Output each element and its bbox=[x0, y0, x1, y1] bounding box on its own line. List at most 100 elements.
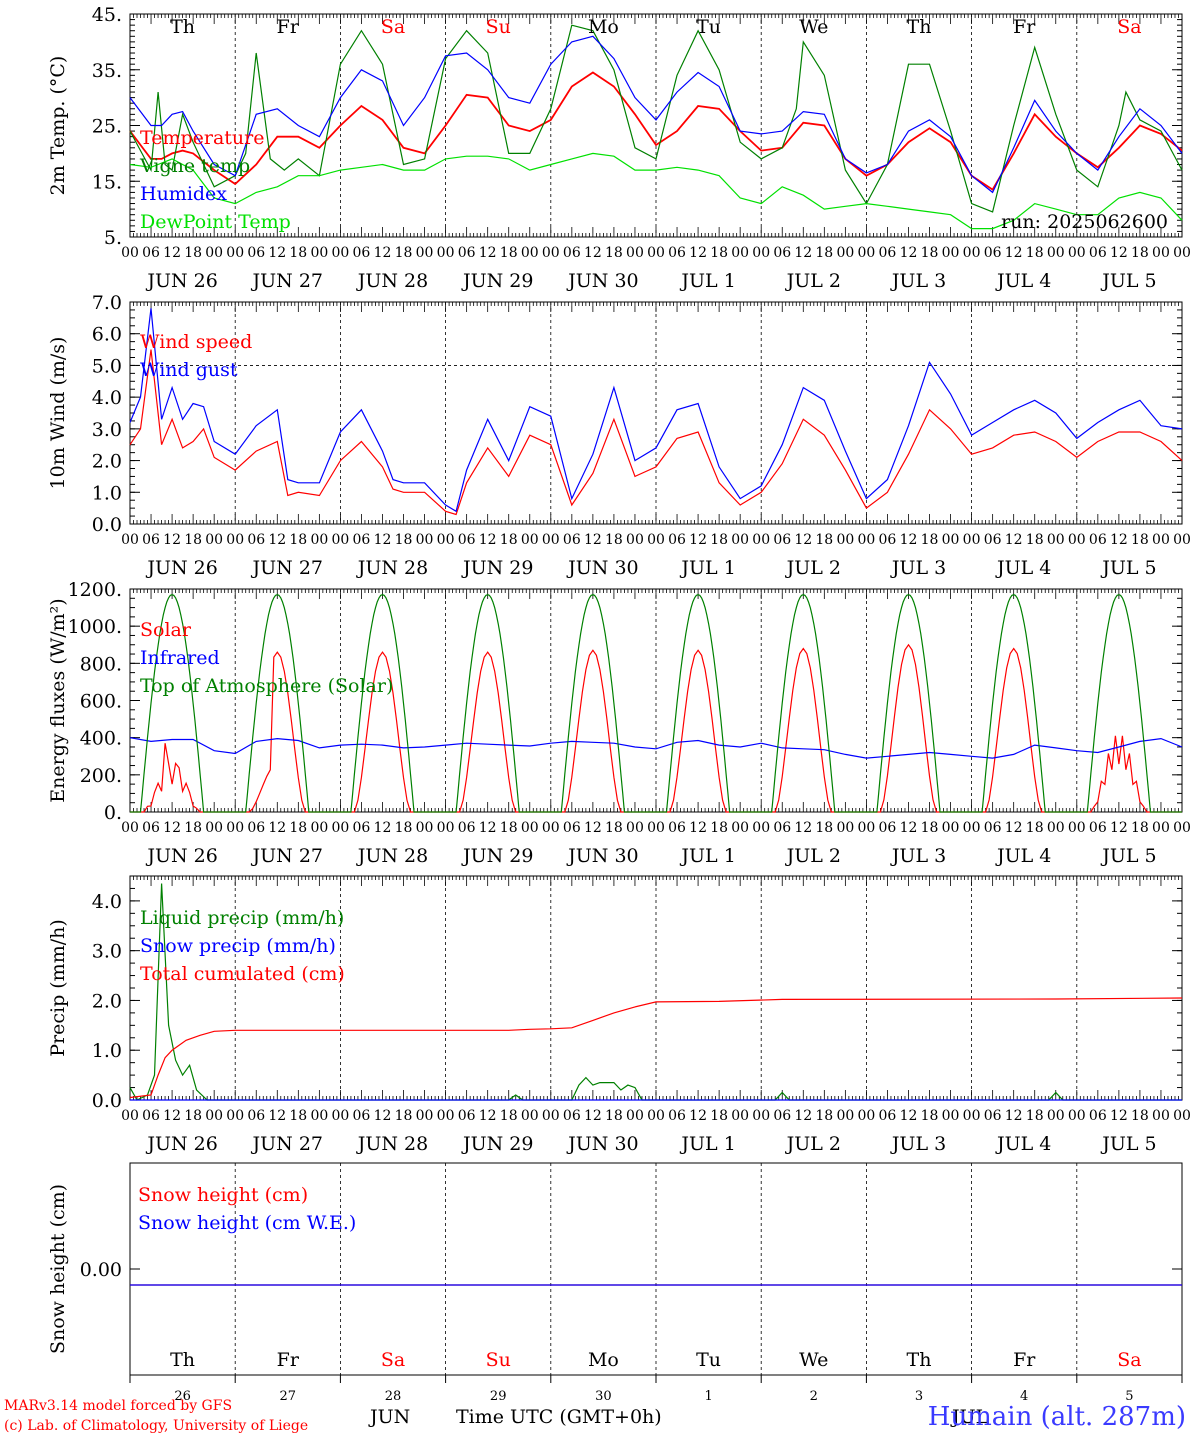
day-of-week-label: Su bbox=[486, 16, 511, 38]
day-of-week-label: Tu bbox=[696, 16, 721, 38]
hour-tick-label: 18 bbox=[605, 820, 623, 836]
hour-tick-label: 12 bbox=[1005, 820, 1023, 836]
day-of-week-label: Mo bbox=[588, 16, 619, 38]
hour-tick-label: 18 bbox=[289, 245, 307, 261]
hour-tick-label: 00 bbox=[647, 532, 665, 548]
hour-tick-label: 00 bbox=[731, 245, 749, 261]
hour-tick-label: 18 bbox=[1131, 820, 1149, 836]
date-label: JUL 4 bbox=[995, 557, 1051, 579]
hour-tick-label: 00 bbox=[331, 245, 349, 261]
hour-tick-label: 06 bbox=[458, 532, 476, 548]
hour-tick-label: 06 bbox=[1089, 245, 1107, 261]
hour-tick-label: 18 bbox=[184, 532, 202, 548]
legend-entry: Temperature bbox=[140, 127, 264, 149]
hour-tick-label: 12 bbox=[479, 820, 497, 836]
hour-tick-label: 06 bbox=[879, 532, 897, 548]
hour-tick-label: 00 bbox=[1047, 532, 1065, 548]
hour-tick-label: 12 bbox=[268, 532, 286, 548]
hour-tick-label: 18 bbox=[605, 245, 623, 261]
hour-tick-label: 12 bbox=[1110, 1108, 1128, 1124]
hour-tick-label: 12 bbox=[268, 1108, 286, 1124]
hour-tick-label: 18 bbox=[289, 1108, 307, 1124]
hour-tick-label: 12 bbox=[1005, 245, 1023, 261]
hour-tick-label: 06 bbox=[563, 820, 581, 836]
hour-tick-label: 18 bbox=[395, 820, 413, 836]
date-label: JUL 1 bbox=[679, 1133, 735, 1155]
hour-tick-label: 00 bbox=[963, 820, 981, 836]
series-line-infrared bbox=[129, 737, 1183, 759]
date-label: JUL 4 bbox=[995, 270, 1051, 292]
hour-tick-label: 00 bbox=[857, 245, 875, 261]
hour-tick-label: 18 bbox=[289, 532, 307, 548]
hour-tick-label: 06 bbox=[353, 1108, 371, 1124]
legend-entry: Snow precip (mm/h) bbox=[140, 935, 336, 957]
hour-tick-label: 00 bbox=[752, 1108, 770, 1124]
date-label: JUN 27 bbox=[251, 557, 323, 579]
y-tick-label: 5.0 bbox=[92, 355, 122, 377]
day-of-week-label: We bbox=[799, 16, 828, 38]
day-number-label: 26 bbox=[174, 1389, 191, 1404]
hour-tick-label: 12 bbox=[584, 820, 602, 836]
hour-tick-label: 00 bbox=[437, 820, 455, 836]
hour-tick-label: 00 bbox=[310, 532, 328, 548]
hour-tick-label: 06 bbox=[984, 245, 1002, 261]
date-label: JUL 3 bbox=[890, 845, 946, 867]
y-tick-label: 0.00 bbox=[80, 1259, 122, 1281]
hour-tick-label: 00 bbox=[942, 820, 960, 836]
day-of-week-label: Mo bbox=[588, 1349, 619, 1371]
hour-tick-label: 12 bbox=[584, 1108, 602, 1124]
hour-tick-label: 00 bbox=[1047, 1108, 1065, 1124]
hour-tick-label: 12 bbox=[900, 245, 918, 261]
hour-tick-label: 00 bbox=[542, 820, 560, 836]
hour-tick-label: 18 bbox=[815, 532, 833, 548]
hour-tick-label: 00 bbox=[416, 1108, 434, 1124]
date-label: JUN 29 bbox=[461, 845, 533, 867]
date-label: JUN 29 bbox=[461, 270, 533, 292]
hour-tick-label: 00 bbox=[121, 1108, 139, 1124]
hour-tick-label: 12 bbox=[479, 532, 497, 548]
hour-tick-label: 06 bbox=[984, 820, 1002, 836]
day-of-week-label: We bbox=[799, 1349, 828, 1371]
day-of-week-label: Th bbox=[170, 16, 195, 38]
x-axis-title: Time UTC (GMT+0h) bbox=[456, 1406, 662, 1428]
y-tick-label: 1200. bbox=[68, 579, 122, 601]
hour-tick-label: 12 bbox=[374, 245, 392, 261]
y-tick-label: 7.0 bbox=[92, 292, 122, 314]
hour-tick-label: 06 bbox=[984, 532, 1002, 548]
hour-tick-label: 00 bbox=[331, 820, 349, 836]
y-tick-label: 2.0 bbox=[92, 990, 122, 1012]
hour-tick-label: 00 bbox=[205, 820, 223, 836]
legend-entry: Vigne temp bbox=[139, 155, 250, 177]
hour-tick-label: 06 bbox=[879, 820, 897, 836]
hour-tick-label: 00 bbox=[1047, 245, 1065, 261]
y-axis-title: Snow height (cm) bbox=[47, 1184, 69, 1354]
day-of-week-label: Su bbox=[486, 1349, 511, 1371]
hour-tick-label: 06 bbox=[773, 532, 791, 548]
date-label: JUN 30 bbox=[566, 270, 638, 292]
hour-tick-label: 18 bbox=[605, 1108, 623, 1124]
date-label: JUL 1 bbox=[679, 557, 735, 579]
date-label: JUN 29 bbox=[461, 1133, 533, 1155]
y-tick-label: 25. bbox=[92, 116, 122, 138]
day-number-label: 4 bbox=[1020, 1389, 1028, 1404]
day-of-week-label: Sa bbox=[1117, 16, 1141, 38]
hour-tick-label: 00 bbox=[121, 820, 139, 836]
hour-tick-label: 00 bbox=[310, 820, 328, 836]
hour-tick-label: 12 bbox=[900, 820, 918, 836]
date-label: JUN 27 bbox=[251, 270, 323, 292]
day-number-label: 30 bbox=[595, 1389, 612, 1404]
hour-tick-label: 06 bbox=[563, 1108, 581, 1124]
hour-tick-label: 18 bbox=[921, 1108, 939, 1124]
date-label: JUN 28 bbox=[356, 1133, 428, 1155]
hour-tick-label: 00 bbox=[121, 532, 139, 548]
hour-tick-label: 12 bbox=[794, 1108, 812, 1124]
hour-tick-label: 00 bbox=[331, 1108, 349, 1124]
legend-entry: Infrared bbox=[140, 647, 220, 669]
series-line-humidex bbox=[129, 35, 1183, 194]
hour-tick-label: 00 bbox=[731, 532, 749, 548]
date-label: JUN 26 bbox=[145, 1133, 217, 1155]
hour-tick-label: 18 bbox=[1026, 245, 1044, 261]
hour-tick-label: 06 bbox=[458, 1108, 476, 1124]
hour-tick-label: 00 bbox=[647, 1108, 665, 1124]
hour-tick-label: 18 bbox=[1131, 1108, 1149, 1124]
